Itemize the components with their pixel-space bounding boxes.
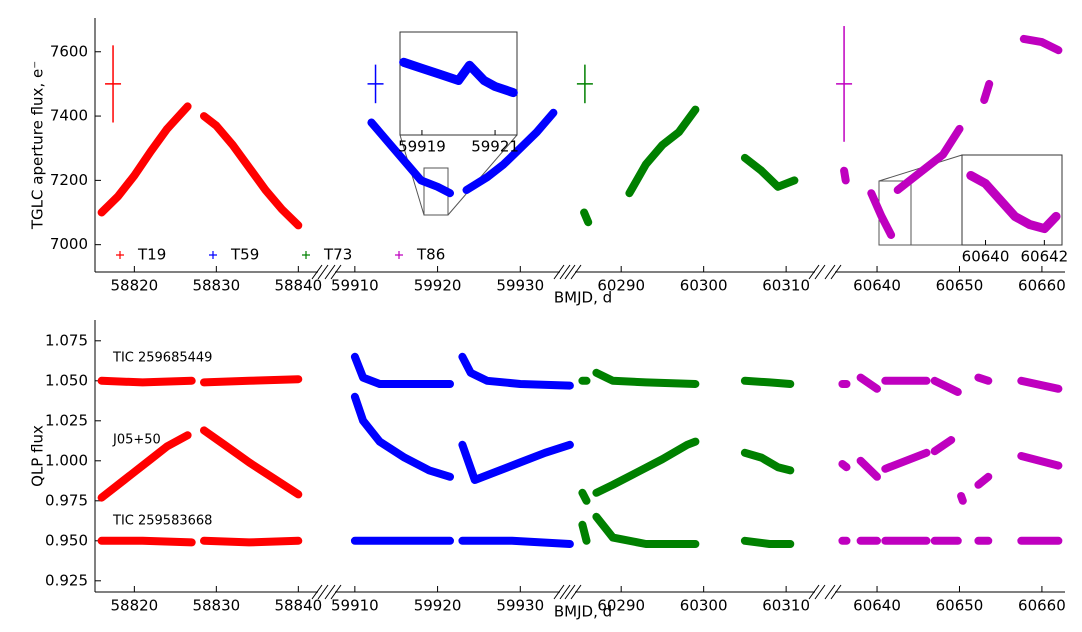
x-tick-label: 60660 xyxy=(1018,597,1066,615)
inset-x-tick-label: 59919 xyxy=(398,138,446,156)
x-tick-label: 58840 xyxy=(274,597,322,615)
legend-marker xyxy=(116,251,124,259)
y-tick-label: 1.000 xyxy=(45,451,88,469)
annotation: TIC 259583668 xyxy=(112,514,212,529)
annotation: J05+50 xyxy=(112,433,161,448)
inset-x-tick-label: 59921 xyxy=(471,138,519,156)
x-tick-label: 58840 xyxy=(274,277,322,295)
light-curve xyxy=(350,392,574,484)
y-tick-label: 0.950 xyxy=(45,531,88,549)
x-tick-label: 59910 xyxy=(331,597,379,615)
y-axis-label: TGLC aperture flux, e⁻ xyxy=(29,61,47,230)
legend-marker xyxy=(302,251,310,259)
x-tick-label: 60650 xyxy=(936,597,984,615)
light-curve xyxy=(97,426,303,502)
x-tick-label: 60310 xyxy=(762,277,810,295)
axis-break xyxy=(324,264,342,280)
x-tick-label: 60640 xyxy=(853,277,901,295)
x-tick-label: 60660 xyxy=(1018,277,1066,295)
y-tick-label: 1.050 xyxy=(45,371,88,389)
x-tick-label: 59930 xyxy=(496,597,544,615)
x-axis-label: BMJD, d xyxy=(554,603,612,621)
y-tick-label: 7600 xyxy=(50,42,88,60)
axis-break xyxy=(324,584,342,600)
y-tick-label: 0.925 xyxy=(45,571,88,589)
y-tick-label: 1.075 xyxy=(45,331,88,349)
y-tick-label: 0.975 xyxy=(45,491,88,509)
inset-x-tick-label: 60640 xyxy=(962,248,1010,266)
light-curve xyxy=(97,536,303,547)
x-tick-label: 60310 xyxy=(762,597,810,615)
legend-marker xyxy=(209,251,217,259)
light-curve xyxy=(580,105,799,227)
x-tick-label: 59920 xyxy=(414,597,462,615)
axis-break xyxy=(311,584,329,600)
y-tick-label: 7000 xyxy=(50,235,88,253)
x-tick-label: 60640 xyxy=(853,597,901,615)
light-curve xyxy=(578,368,795,388)
x-tick-label: 58820 xyxy=(110,277,158,295)
annotation: TIC 259685449 xyxy=(112,351,212,366)
x-tick-label: 60650 xyxy=(936,277,984,295)
light-curve xyxy=(578,437,795,505)
light-curve xyxy=(838,373,1063,396)
axis-break xyxy=(808,584,826,600)
x-tick-label: 60300 xyxy=(680,277,728,295)
y-tick-label: 7200 xyxy=(50,171,88,189)
legend-marker xyxy=(395,251,403,259)
x-tick-label: 58820 xyxy=(110,597,158,615)
axis-break xyxy=(564,264,582,280)
legend-label: T19 xyxy=(137,246,166,264)
light-curve xyxy=(97,375,303,387)
x-tick-label: 60300 xyxy=(680,597,728,615)
legend-label: T59 xyxy=(230,246,259,264)
inset-curve xyxy=(966,171,1061,234)
x-tick-label: 60290 xyxy=(597,597,645,615)
axis-break xyxy=(564,584,582,600)
x-tick-label: 58830 xyxy=(192,597,240,615)
light-curve xyxy=(838,436,1063,505)
light-curve xyxy=(578,512,795,548)
y-axis-label: QLP flux xyxy=(29,425,47,487)
light-curve xyxy=(97,102,303,230)
x-axis-label: BMJD, d xyxy=(554,289,612,307)
x-tick-label: 58830 xyxy=(192,277,240,295)
light-curve xyxy=(840,34,1063,239)
axis-break xyxy=(808,264,826,280)
light-curve xyxy=(350,352,574,390)
axis-break xyxy=(553,264,571,280)
x-tick-label: 59930 xyxy=(496,277,544,295)
y-tick-label: 1.025 xyxy=(45,411,88,429)
x-tick-label: 59920 xyxy=(414,277,462,295)
light-curve xyxy=(367,108,558,198)
axis-break xyxy=(553,584,571,600)
light-curve xyxy=(350,536,574,548)
x-tick-label: 59910 xyxy=(331,277,379,295)
legend-label: T73 xyxy=(323,246,352,264)
axis-break xyxy=(824,584,842,600)
axis-break xyxy=(824,264,842,280)
legend-label: T86 xyxy=(416,246,445,264)
x-tick-label: 60290 xyxy=(597,277,645,295)
inset-x-tick-label: 60642 xyxy=(1020,248,1068,266)
inset-curve xyxy=(399,57,518,98)
axis-break xyxy=(311,264,329,280)
y-tick-label: 7400 xyxy=(50,107,88,125)
